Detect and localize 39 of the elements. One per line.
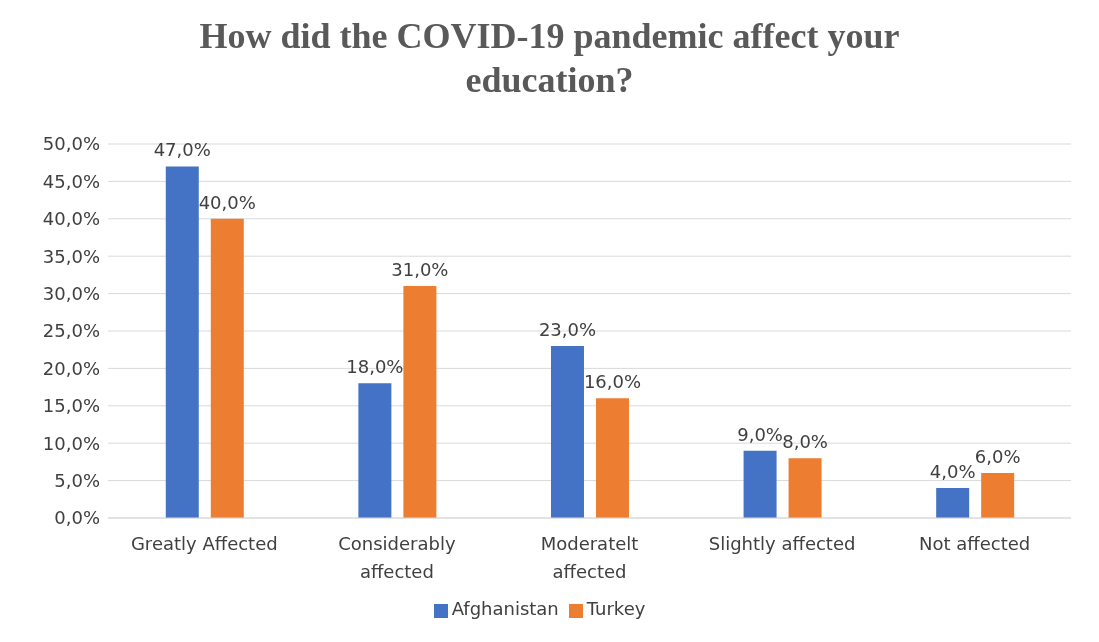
y-tick-label: 15,0% xyxy=(42,395,100,417)
data-label: 8,0% xyxy=(782,431,828,453)
x-tick-label: Slightly affected xyxy=(708,533,856,554)
data-label: 31,0% xyxy=(391,259,449,281)
bar xyxy=(210,218,244,518)
bar xyxy=(165,166,199,518)
x-tick-label: Moderatelt affected xyxy=(540,533,639,582)
bar xyxy=(936,488,970,518)
legend-label: Turkey xyxy=(586,598,646,619)
data-label: 18,0% xyxy=(346,356,404,378)
data-label: 16,0% xyxy=(583,371,642,393)
data-label: 9,0% xyxy=(737,423,783,445)
y-tick-label: 45,0% xyxy=(42,170,100,192)
bar xyxy=(788,458,822,518)
x-tick-label: Greatly Affected xyxy=(130,533,278,554)
y-tick-label: 30,0% xyxy=(42,282,100,304)
bar xyxy=(595,398,629,518)
bar xyxy=(743,450,777,518)
data-label: 23,0% xyxy=(538,318,597,340)
data-label: 4,0% xyxy=(929,461,976,483)
y-tick-label: 40,0% xyxy=(42,208,100,230)
legend-label: Afghanistan xyxy=(451,598,559,619)
bar xyxy=(550,345,584,518)
chart-title: How did the COVID-19 pandemic affect your education? xyxy=(198,15,901,102)
y-tick-label: 50,0% xyxy=(42,133,100,155)
x-tick-label: Not affected xyxy=(919,533,1031,554)
bar xyxy=(403,286,437,518)
y-tick-label: 10,0% xyxy=(42,432,100,454)
y-tick-label: 25,0% xyxy=(42,320,100,342)
y-tick-label: 20,0% xyxy=(42,357,100,379)
data-label: 47,0% xyxy=(153,139,211,161)
y-tick-label: 0,0% xyxy=(54,507,100,529)
bar xyxy=(358,383,392,518)
data-label: 6,0% xyxy=(974,446,1021,468)
y-tick-label: 35,0% xyxy=(42,245,100,267)
data-label: 40,0% xyxy=(198,191,256,213)
bar xyxy=(981,473,1015,518)
x-tick-label: Considerably affected xyxy=(338,533,456,582)
y-tick-label: 5,0% xyxy=(54,469,100,491)
